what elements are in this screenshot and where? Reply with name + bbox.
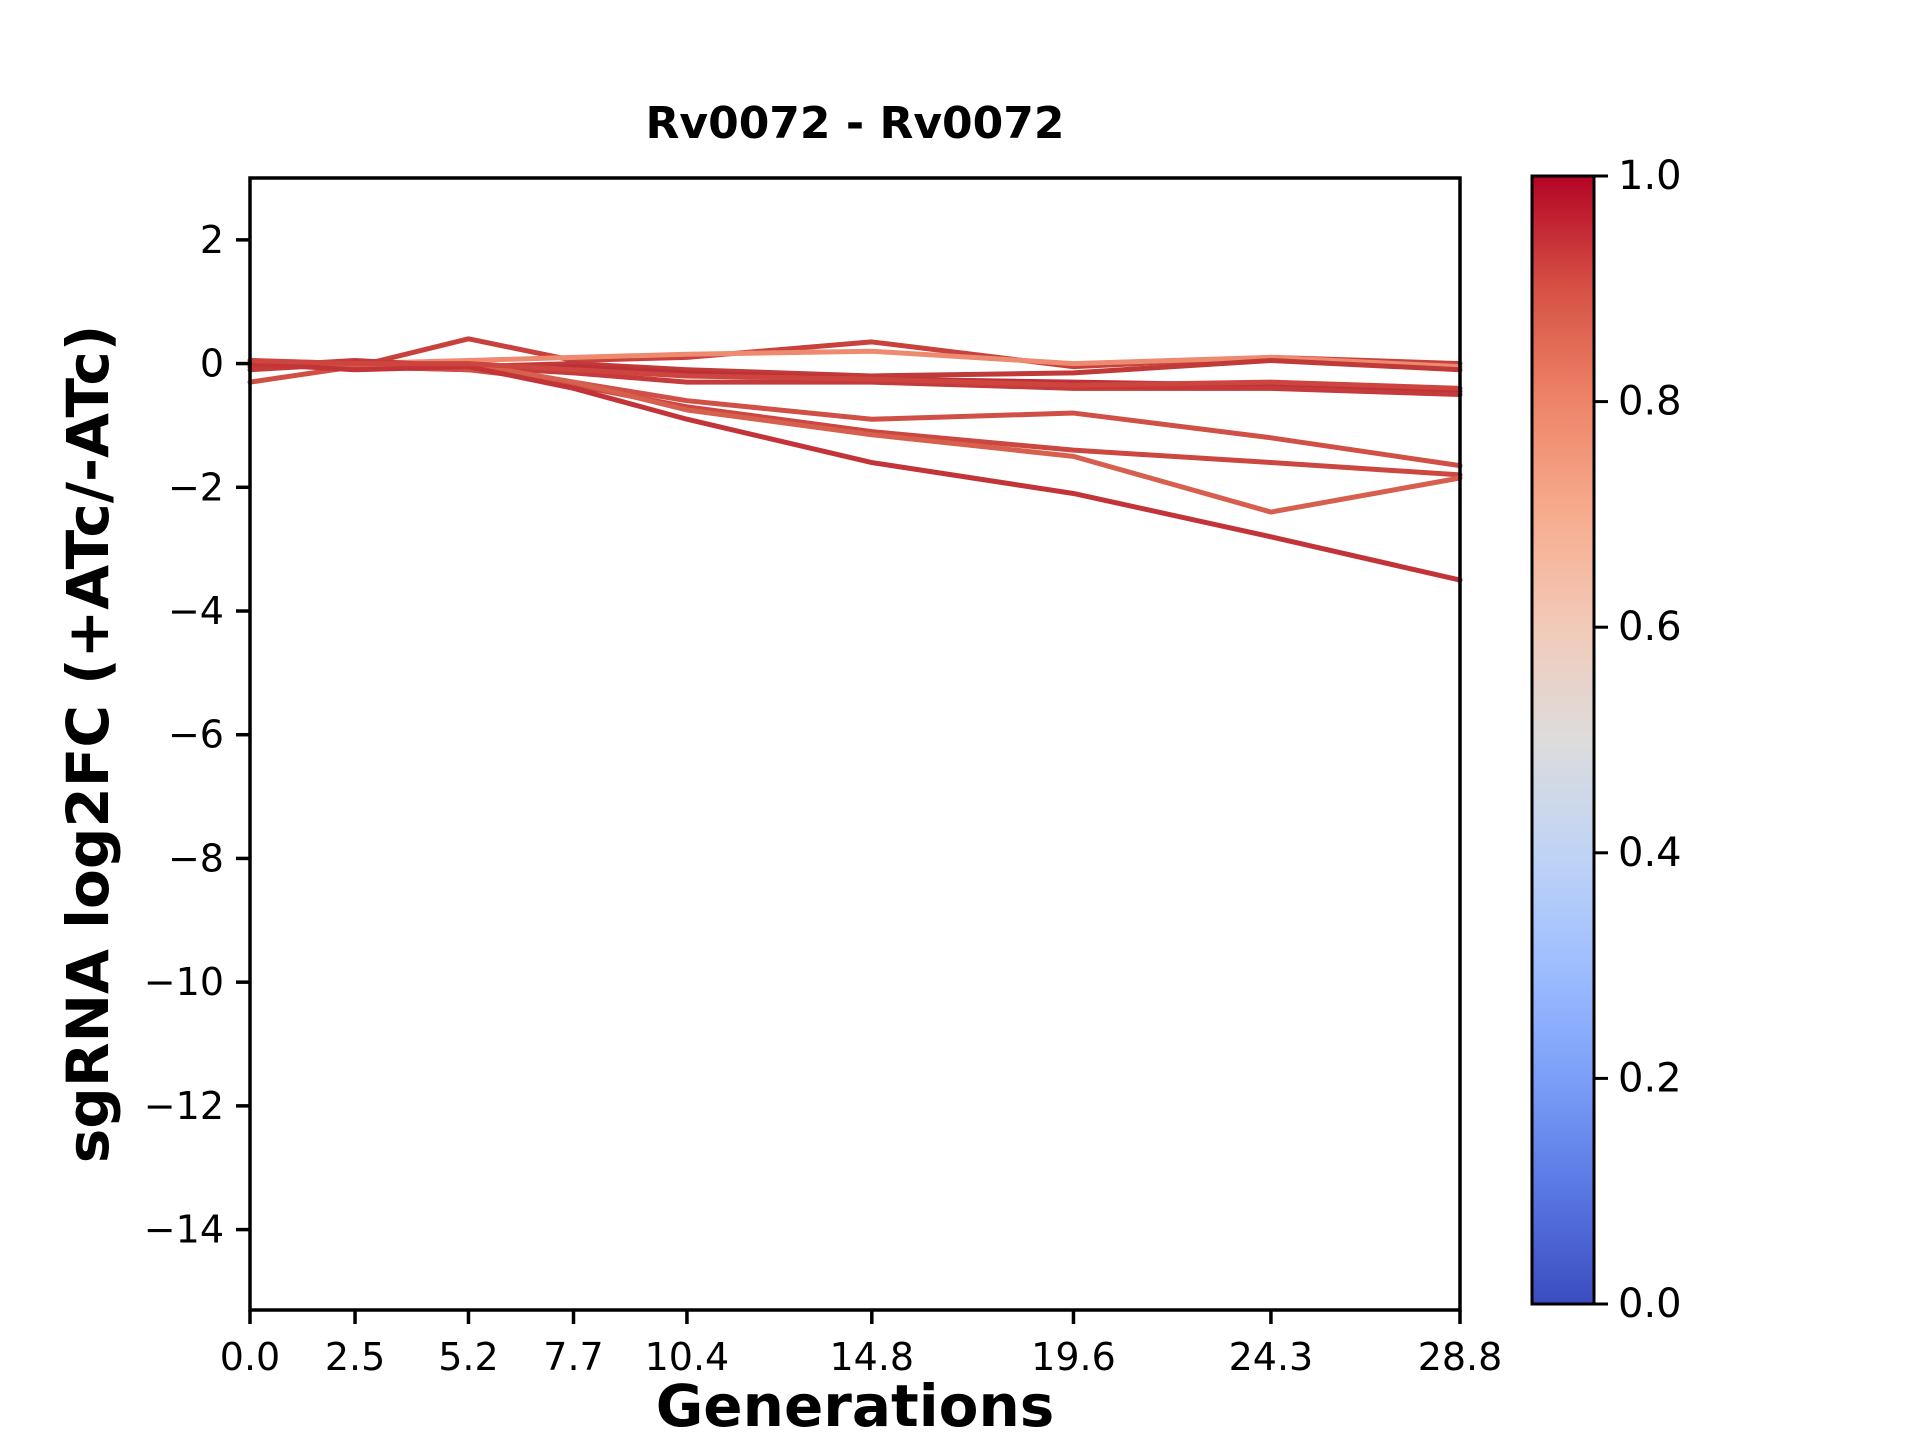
y-tick-label: −2: [168, 465, 224, 509]
y-tick-label: 0: [200, 342, 224, 386]
y-tick-label: −8: [168, 836, 224, 880]
colorbar-gradient: [1532, 176, 1594, 1304]
x-tick-label: 0.0: [220, 1335, 280, 1379]
y-tick-label: −12: [144, 1084, 224, 1128]
series-line-sgRNA-10: [247, 357, 1463, 391]
chart-title: Rv0072 - Rv0072: [645, 98, 1065, 149]
colorbar-tick-label: 0.0: [1618, 1281, 1682, 1327]
x-tick-label: 28.8: [1418, 1335, 1503, 1379]
x-tick-label: 10.4: [645, 1335, 730, 1379]
y-axis-label: sgRNA log2FC (+ATc/-ATc): [54, 324, 122, 1164]
y-tick-label: −14: [144, 1208, 224, 1252]
x-tick-label: 7.7: [543, 1335, 603, 1379]
colorbar-border: [1530, 174, 1596, 1306]
y-tick-label: −4: [168, 589, 224, 633]
plot-area-border: [248, 176, 1462, 1312]
colorbar-tick-label: 0.8: [1618, 379, 1682, 425]
x-tick-label: 14.8: [830, 1335, 915, 1379]
y-tick-label: −6: [168, 713, 224, 757]
x-tick-label: 19.6: [1031, 1335, 1116, 1379]
x-tick-label: 24.3: [1229, 1335, 1314, 1379]
x-tick-label: 2.5: [325, 1335, 385, 1379]
colorbar-tick-label: 0.6: [1618, 604, 1682, 650]
series-line-sgRNA-9: [247, 361, 1463, 583]
x-tick-label: 5.2: [438, 1335, 498, 1379]
colorbar-tick-label: 0.4: [1618, 830, 1682, 876]
x-axis-label: Generations: [655, 1372, 1055, 1440]
y-tick-label: −10: [144, 960, 224, 1004]
colorbar-tick-label: 1.0: [1618, 153, 1682, 199]
colorbar-tick-label: 0.2: [1618, 1055, 1682, 1101]
y-tick-label: 2: [200, 218, 224, 262]
